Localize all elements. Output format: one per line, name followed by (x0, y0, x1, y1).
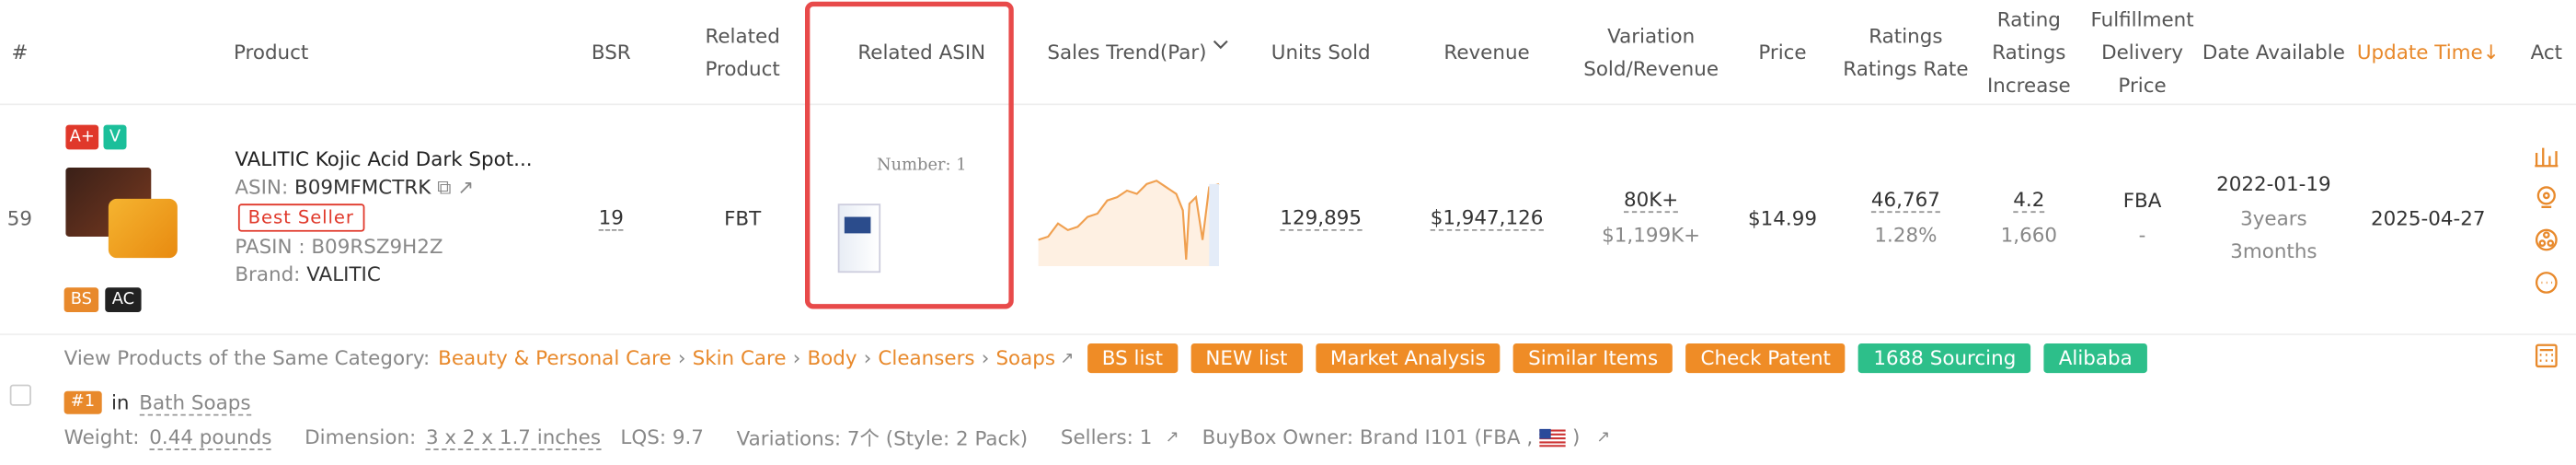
action-button[interactable]: Market Analysis (1315, 343, 1501, 374)
separator: › (677, 346, 686, 370)
column-header: Ratings Ratings Rate (1843, 23, 1969, 80)
column-header: Variation Sold/Revenue (1583, 23, 1719, 80)
label: Weight: (63, 425, 140, 449)
column-header: Revenue (1443, 40, 1530, 64)
weight: 0.44 pounds (149, 424, 272, 450)
product-image[interactable] (65, 159, 178, 260)
action-button[interactable]: Check Patent (1685, 343, 1846, 374)
update-time: 2025-04-27 (2370, 206, 2486, 230)
rank-badge: #1 (63, 390, 102, 414)
price: $14.99 (1747, 206, 1817, 230)
separator: › (863, 346, 872, 370)
variation-sold: 80K+ (1623, 188, 1679, 214)
related-asin-number: Number: 1 (876, 157, 967, 176)
checkbox[interactable] (9, 384, 31, 406)
label: ASIN: (235, 175, 289, 199)
variation-revenue: $1,199K+ (1602, 223, 1701, 247)
units-sold: 129,895 (1280, 205, 1363, 231)
column-header: Related ASIN (857, 40, 986, 64)
highlight-box (804, 1, 1014, 309)
variations: Variations: 7个 (Style: 2 Pack) (736, 426, 1029, 450)
delivery-price: - (2138, 223, 2146, 247)
divider (0, 333, 2576, 336)
column-header: Act (2530, 40, 2563, 64)
category-link[interactable]: Soaps (995, 346, 1056, 370)
product-title[interactable]: VALITIC Kojic Acid Dark Spot... (235, 147, 533, 171)
column-header: Price (1758, 40, 1807, 64)
action-button[interactable]: BS list (1087, 343, 1179, 374)
badge: A+ (65, 124, 99, 150)
buybox-end: ) (1572, 425, 1581, 449)
brand[interactable]: VALITIC (306, 262, 381, 286)
column-header: # (11, 40, 29, 64)
rank-category[interactable]: Bath Soaps (139, 389, 251, 415)
badge: BS (63, 287, 99, 313)
category-line: View Products of the Same Category: Beau… (63, 343, 2160, 374)
rank: 59 (6, 206, 33, 230)
fulfillment: FBA (2122, 189, 2162, 213)
lqs: LQS: 9.7 (620, 425, 704, 449)
label: Dimension: (305, 425, 417, 449)
details-line: Weight: 0.44 pounds Dimension: 3 x 2 x 1… (63, 424, 1611, 450)
dimension: 3 x 2 x 1.7 inches (425, 424, 601, 450)
sort-chevron[interactable] (1213, 36, 1229, 52)
asin[interactable]: B09MFMCTRK (294, 175, 431, 199)
sales-trend-chart[interactable] (1038, 174, 1223, 267)
separator: › (981, 346, 990, 370)
bsr[interactable]: 19 (598, 205, 624, 231)
related-asin-image[interactable] (824, 201, 881, 273)
column-header: Units Sold (1271, 40, 1371, 64)
rank-line: #1 in Bath Soaps (63, 389, 251, 416)
ratings-increase: 1,660 (2000, 223, 2058, 247)
label: Brand: (235, 262, 301, 286)
category-link[interactable]: Body (807, 346, 857, 370)
sellers: Sellers: 1 (1060, 425, 1153, 449)
best-seller-badge: Best Seller (237, 203, 364, 232)
text: in (110, 390, 130, 414)
action-button[interactable]: Alibaba (2043, 343, 2147, 374)
action-button[interactable]: 1688 Sourcing (1858, 343, 2031, 374)
pasin[interactable]: PASIN : B09RSZ9H2Z (235, 235, 443, 259)
column-header: BSR (591, 40, 631, 64)
column-header: Sales Trend(Par) (1047, 40, 1207, 64)
column-header: Related Product (705, 23, 780, 80)
column-header: Rating Ratings Increase (1986, 7, 2071, 97)
category-link[interactable]: Skin Care (692, 346, 787, 370)
badge: AC (105, 287, 142, 313)
badge: V (103, 124, 127, 150)
divider (0, 103, 2576, 106)
ratings-rate: 1.28% (1874, 223, 1938, 247)
related-product: FBT (724, 206, 762, 230)
us-flag (1539, 427, 1566, 447)
separator: › (792, 346, 801, 370)
rating: 4.2 (2013, 188, 2045, 214)
buybox: BuyBox Owner: Brand I101 (FBA , (1202, 425, 1534, 449)
ratings: 46,767 (1870, 188, 1940, 214)
column-header: Update Time↓ (2356, 40, 2500, 64)
action-button[interactable]: NEW list (1190, 343, 1303, 374)
revenue: $1,947,126 (1430, 205, 1544, 231)
date-available: 2022-01-19 (2216, 172, 2331, 196)
action-icons[interactable] (2532, 143, 2561, 373)
column-header: Fulfillment Delivery Price (2090, 7, 2194, 97)
column-header: Date Available (2202, 40, 2345, 64)
age-years: 3years (2240, 206, 2307, 230)
category-link[interactable]: Cleansers (878, 346, 975, 370)
age-months: 3months (2230, 239, 2317, 263)
column-header: Product (233, 40, 309, 64)
action-button[interactable]: Similar Items (1513, 343, 1673, 374)
category-link[interactable]: Beauty & Personal Care (438, 346, 672, 370)
label: View Products of the Same Category: (63, 346, 431, 370)
